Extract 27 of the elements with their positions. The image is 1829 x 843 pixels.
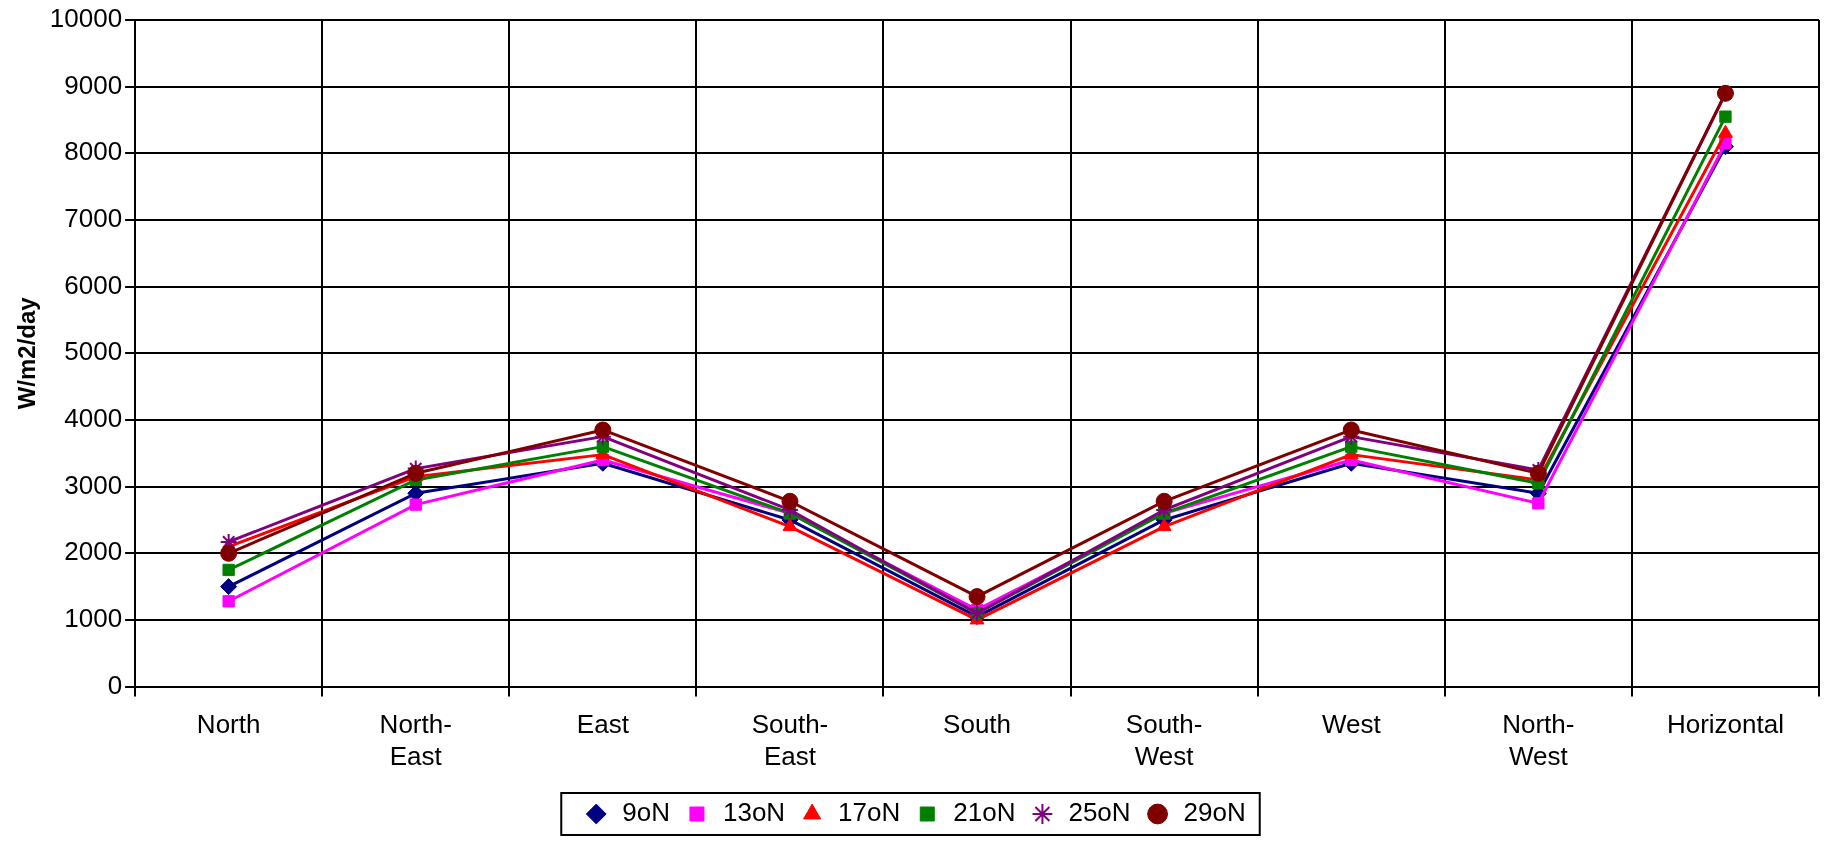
y-tick-label: 2000 xyxy=(64,536,123,567)
y-tick-label: 10000 xyxy=(49,3,123,34)
x-tick-label: South-West xyxy=(1125,709,1203,771)
y-axis-title: W/m2/day xyxy=(13,296,41,410)
x-tick-label: South xyxy=(943,709,1012,740)
y-tick-label: 7000 xyxy=(64,203,123,234)
y-tick-label: 6000 xyxy=(64,269,123,300)
x-tick-label: North xyxy=(196,709,261,740)
x-tick-label: West xyxy=(1321,709,1382,740)
x-tick-label: North-West xyxy=(1502,709,1575,771)
y-tick-label: 5000 xyxy=(64,336,123,367)
legend-label: 21oN xyxy=(953,797,1016,828)
y-tick-label: 9000 xyxy=(64,69,123,100)
x-tick-label: North-East xyxy=(379,709,452,771)
legend-label: 17oN xyxy=(838,797,901,828)
x-tick-label: South-East xyxy=(751,709,829,771)
legend-label: 25oN xyxy=(1068,797,1131,828)
legend-label: 13oN xyxy=(722,797,786,828)
y-tick-label: 4000 xyxy=(64,403,123,434)
y-tick-label: 1000 xyxy=(64,603,123,634)
y-tick-label: 3000 xyxy=(64,469,123,500)
legend-label: 29oN xyxy=(1183,797,1246,828)
legend-label: 9oN xyxy=(622,797,670,828)
x-tick-label: East xyxy=(576,709,630,740)
x-tick-label: Horizontal xyxy=(1666,709,1784,740)
y-tick-label: 0 xyxy=(107,669,123,700)
y-tick-label: 8000 xyxy=(64,136,123,167)
